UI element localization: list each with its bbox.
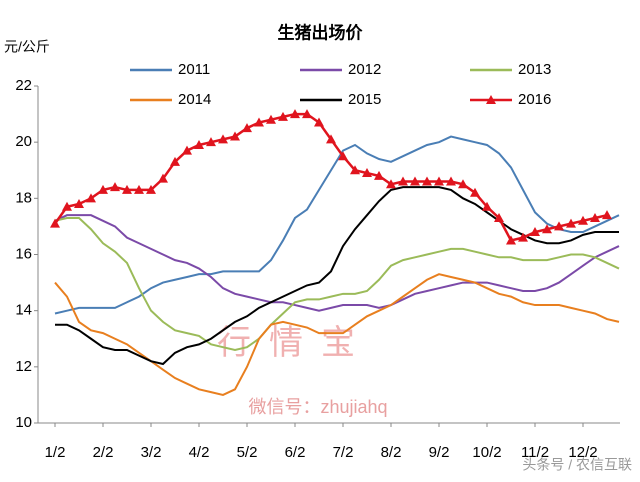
marker	[566, 218, 576, 228]
x-tick-label: 8/2	[381, 444, 402, 461]
series-line	[54, 135, 620, 315]
marker	[554, 221, 564, 231]
marker	[602, 210, 612, 220]
legend-marker	[486, 95, 496, 104]
marker	[542, 224, 552, 234]
marker	[506, 235, 516, 245]
series-line	[54, 216, 620, 352]
series-line	[54, 214, 620, 312]
marker	[326, 134, 336, 144]
marker	[110, 182, 120, 192]
x-tick-label: 4/2	[189, 444, 210, 461]
legend-label: 2012	[348, 61, 381, 78]
legend-label: 2015	[348, 91, 381, 108]
marker	[218, 134, 228, 144]
marker	[422, 176, 432, 186]
x-tick-label: 11/2	[521, 444, 549, 461]
watermark: 行情宝	[217, 324, 373, 362]
marker	[434, 176, 444, 186]
x-tick-label: 12/2	[568, 444, 597, 461]
marker	[242, 123, 252, 133]
y-tick-label: 14	[15, 302, 32, 319]
x-tick-label: 2/2	[93, 444, 114, 461]
x-tick-label: 3/2	[141, 444, 162, 461]
y-tick-label: 16	[15, 245, 32, 262]
marker	[278, 111, 288, 121]
marker	[518, 232, 528, 242]
marker	[302, 109, 312, 119]
marker	[470, 187, 480, 197]
legend-label: 2014	[178, 91, 211, 108]
marker	[182, 145, 192, 155]
y-tick-label: 20	[15, 133, 32, 150]
marker	[290, 109, 300, 119]
marker	[482, 201, 492, 211]
marker	[158, 173, 168, 183]
y-tick-label: 10	[15, 414, 32, 431]
x-tick-label: 1/2	[45, 444, 66, 461]
marker	[98, 184, 108, 194]
marker	[350, 165, 360, 175]
x-tick-label: 10/2	[472, 444, 501, 461]
marker	[74, 198, 84, 208]
x-tick-label: 7/2	[333, 444, 354, 461]
x-tick-label: 5/2	[237, 444, 258, 461]
chart-title: 生猪出场价	[278, 22, 364, 42]
marker	[194, 139, 204, 149]
marker	[494, 212, 504, 222]
marker	[170, 156, 180, 166]
marker	[410, 176, 420, 186]
legend-label: 2013	[518, 61, 551, 78]
legend-label: 2016	[518, 91, 551, 108]
marker	[254, 117, 264, 127]
marker	[146, 184, 156, 194]
y-axis-label: 元/公斤	[4, 39, 50, 55]
marker	[50, 218, 60, 228]
marker	[386, 179, 396, 189]
marker	[122, 184, 132, 194]
y-tick-label: 12	[15, 358, 32, 375]
legend-label: 2011	[178, 61, 210, 78]
marker	[530, 227, 540, 237]
y-tick-label: 22	[15, 77, 32, 94]
marker	[338, 151, 348, 161]
marker	[374, 170, 384, 180]
x-tick-label: 9/2	[429, 444, 450, 461]
watermark: 微信号：zhujiahq	[248, 397, 387, 417]
marker	[134, 184, 144, 194]
marker	[362, 168, 372, 178]
marker	[266, 114, 276, 124]
marker	[398, 176, 408, 186]
marker	[62, 201, 72, 211]
x-tick-label: 6/2	[285, 444, 306, 461]
marker	[206, 137, 216, 147]
marker	[578, 215, 588, 225]
credit: 头条号 / 农信互联	[522, 457, 632, 473]
marker	[86, 193, 96, 203]
marker	[446, 176, 456, 186]
marker	[458, 179, 468, 189]
marker	[590, 212, 600, 222]
marker	[314, 117, 324, 127]
marker	[230, 131, 240, 141]
y-tick-label: 18	[15, 189, 32, 206]
series-line	[53, 112, 608, 242]
